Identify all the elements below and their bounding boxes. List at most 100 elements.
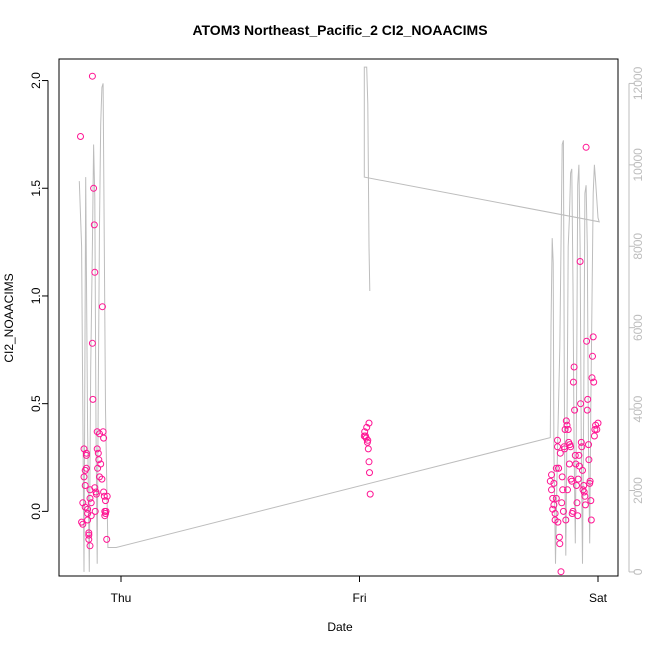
y2-tick-label: 12000 (631, 66, 645, 100)
data-point (574, 512, 582, 520)
data-point (86, 542, 94, 550)
data-point (591, 426, 599, 433)
data-point (556, 540, 564, 548)
data-point (89, 395, 97, 403)
data-point (587, 516, 595, 524)
y2-line-series (78, 66, 600, 572)
data-point (90, 184, 98, 192)
data-point (552, 464, 560, 472)
data-point (584, 395, 592, 403)
data-point (554, 518, 562, 526)
y2-tick-label: 0 (631, 568, 645, 575)
x-tick-label: Thu (111, 591, 132, 605)
data-point (577, 400, 585, 408)
data-point (94, 449, 102, 457)
data-point (555, 464, 563, 472)
data-point (573, 499, 581, 507)
data-point (550, 501, 558, 509)
data-point (91, 484, 99, 492)
data-point (79, 520, 87, 528)
y-tick-label: 2.0 (29, 72, 43, 89)
data-point (366, 490, 374, 498)
y-tick-label: 1.0 (29, 287, 43, 304)
data-point (100, 488, 108, 496)
y2-tick-label: 10000 (631, 148, 645, 182)
data-point (589, 333, 597, 341)
data-point (561, 426, 569, 433)
data-point (579, 466, 586, 474)
data-point (555, 533, 563, 541)
data-point (590, 378, 598, 386)
data-point (571, 406, 579, 414)
data-point (564, 426, 572, 433)
data-point (550, 479, 558, 487)
data-point (103, 535, 111, 543)
data-point (586, 477, 594, 485)
data-point (556, 449, 564, 457)
data-point (557, 568, 565, 576)
data-point (577, 438, 585, 446)
data-point (82, 464, 90, 472)
data-point (578, 443, 586, 451)
data-point (102, 507, 110, 515)
y2-tick-label: 8000 (631, 233, 645, 260)
data-point (103, 492, 111, 500)
axes: 0.0 0.5 1.0 1.5 2.0 0 2000 4000 6000 8000 10000 120… (29, 66, 645, 605)
data-point (87, 499, 95, 507)
data-point (100, 492, 108, 500)
data-point (80, 473, 88, 481)
data-point (585, 456, 593, 464)
data-point (559, 507, 567, 515)
data-point (574, 475, 582, 483)
data-point (91, 268, 99, 276)
data-point (594, 419, 602, 427)
y2-tick-label: 6000 (631, 314, 645, 341)
data-point (563, 421, 571, 429)
data-point (95, 456, 103, 464)
data-point (576, 258, 584, 265)
data-point (100, 434, 108, 442)
data-point (82, 451, 90, 459)
data-point (573, 482, 580, 489)
data-point (554, 436, 561, 444)
data-point (88, 339, 96, 347)
data-point (558, 473, 566, 481)
y2-series-line (78, 66, 600, 572)
data-point (571, 451, 579, 459)
data-point (96, 430, 103, 438)
data-point (85, 531, 93, 539)
data-point (102, 497, 109, 505)
data-point (569, 378, 577, 386)
data-point (593, 426, 601, 433)
data-point (546, 477, 554, 485)
data-point (364, 436, 372, 444)
data-point (88, 72, 96, 80)
point-series (77, 72, 602, 576)
data-point (85, 535, 93, 543)
data-point (98, 303, 106, 311)
data-point (91, 507, 99, 515)
data-point (548, 486, 555, 494)
y2-tick-label: 4000 (631, 395, 645, 422)
data-point (562, 417, 570, 425)
data-point (589, 352, 596, 360)
data-point (587, 497, 595, 505)
data-point (585, 441, 592, 449)
data-point (549, 494, 557, 502)
data-point (567, 443, 575, 451)
data-point (82, 449, 90, 457)
x-tick-label: Fri (353, 591, 367, 605)
x-tick-label: Sat (589, 591, 608, 605)
data-point (365, 458, 373, 466)
data-point (98, 475, 106, 483)
data-point (361, 428, 369, 436)
data-point (86, 494, 94, 502)
data-point (92, 490, 100, 498)
data-point (93, 445, 101, 453)
data-point (561, 445, 569, 453)
y2-tick-label: 2000 (631, 477, 645, 504)
data-point (569, 507, 577, 515)
data-point (575, 451, 583, 459)
y-tick-label: 0.0 (29, 503, 43, 520)
